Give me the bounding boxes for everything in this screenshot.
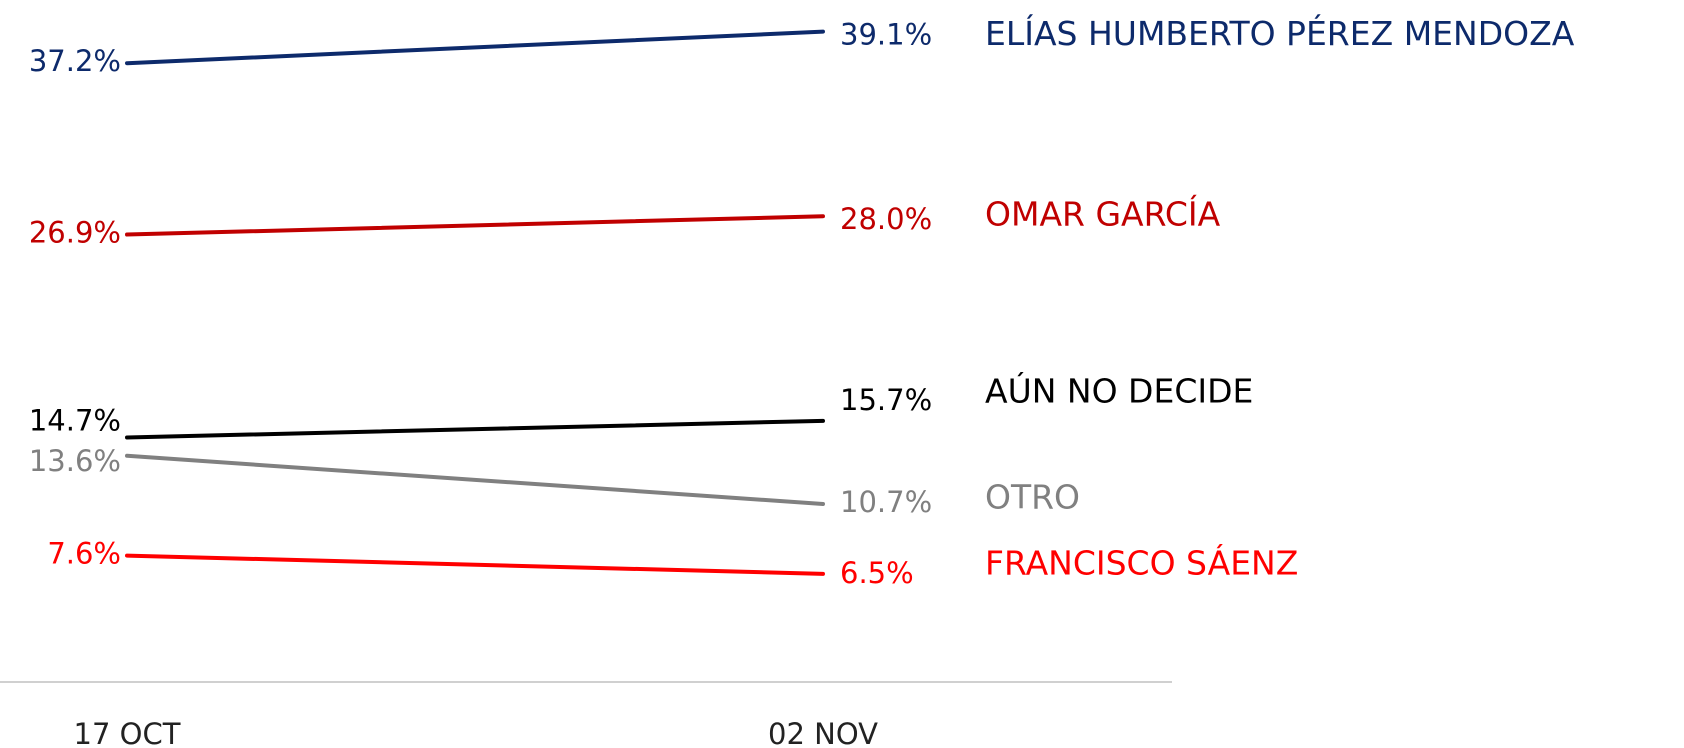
value-label: 14.7% — [29, 403, 121, 437]
legend-label: AÚN NO DECIDE — [985, 370, 1253, 410]
line — [125, 214, 825, 237]
value-label: 15.7% — [840, 383, 932, 417]
line — [125, 553, 825, 576]
line — [125, 418, 825, 440]
x-tick-label: 17 OCT — [74, 717, 181, 748]
x-tick-label: 02 NOV — [768, 717, 878, 748]
legend-label: FRANCISCO SÁENZ — [985, 542, 1298, 582]
value-label: 7.6% — [47, 537, 121, 571]
legend-label: OMAR GARCÍA — [985, 194, 1221, 234]
value-label: 37.2% — [29, 44, 121, 78]
value-label: 39.1% — [840, 18, 932, 52]
value-label: 26.9% — [29, 216, 121, 250]
value-label: 6.5% — [840, 556, 914, 590]
value-label: 10.7% — [840, 485, 932, 519]
line — [125, 453, 825, 507]
value-label: 13.6% — [29, 444, 121, 478]
legend-label: ELÍAS HUMBERTO PÉREZ MENDOZA — [985, 13, 1575, 53]
legend-label: OTRO — [985, 478, 1080, 517]
line — [125, 29, 825, 66]
value-label: 28.0% — [840, 202, 932, 236]
